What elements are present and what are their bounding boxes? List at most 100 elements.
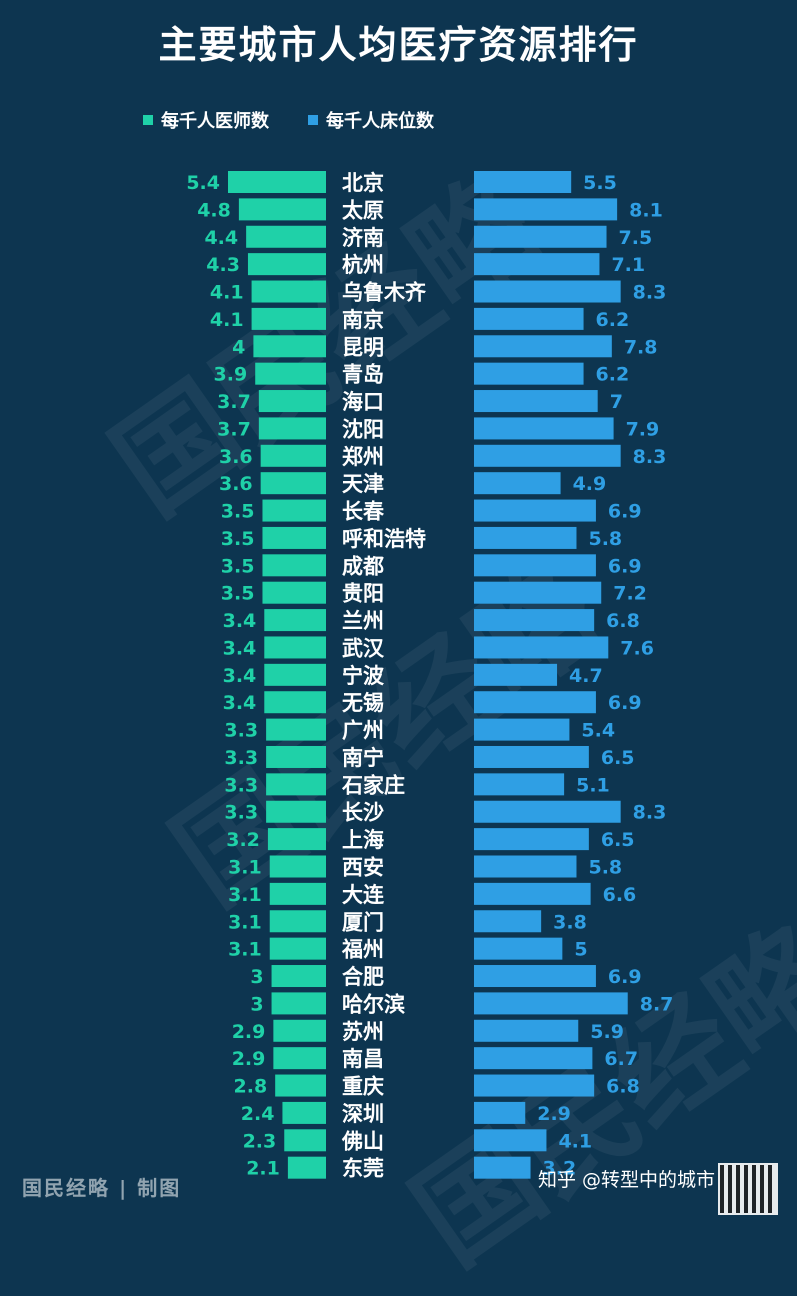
data-label-beds: 5.1 xyxy=(576,774,610,796)
data-label-doctors: 3.3 xyxy=(224,747,258,769)
data-label-beds: 8.7 xyxy=(640,993,674,1015)
bar-beds xyxy=(474,499,596,522)
bar-beds xyxy=(474,965,596,988)
category-label: 兰州 xyxy=(342,609,384,633)
bar-doctors xyxy=(262,499,326,522)
legend-label-beds: 每千人床位数 xyxy=(326,111,434,132)
category-label: 乌鲁木齐 xyxy=(342,281,427,305)
bar-beds xyxy=(474,937,563,960)
bar-doctors xyxy=(264,609,326,632)
bar-doctors xyxy=(271,965,326,988)
data-label-beds: 6.7 xyxy=(604,1048,638,1070)
data-label-doctors: 3.3 xyxy=(224,720,258,742)
bar-beds xyxy=(474,992,628,1015)
legend-swatch-beds xyxy=(308,115,318,125)
bar-beds xyxy=(474,800,621,823)
bar-beds xyxy=(474,1019,579,1042)
data-label-beds: 7.6 xyxy=(620,637,654,659)
bar-doctors xyxy=(262,526,326,549)
bar-beds xyxy=(474,855,577,878)
data-label-beds: 6.9 xyxy=(608,692,642,714)
data-label-doctors: 3 xyxy=(250,993,263,1015)
data-label-beds: 3.2 xyxy=(543,1158,577,1180)
data-label-doctors: 3.5 xyxy=(221,555,255,577)
data-label-doctors: 3.5 xyxy=(221,501,255,523)
data-label-doctors: 4.4 xyxy=(204,227,238,249)
data-label-doctors: 3.4 xyxy=(223,665,257,687)
category-label: 宁波 xyxy=(342,664,385,688)
bar-beds xyxy=(474,773,565,796)
data-label-doctors: 3.4 xyxy=(223,692,257,714)
legend-item-beds: 每千人床位数 xyxy=(308,107,434,133)
bar-doctors xyxy=(253,335,326,358)
bar-beds xyxy=(474,362,584,385)
data-label-beds: 6.2 xyxy=(596,364,630,386)
bar-doctors xyxy=(271,992,326,1015)
bar-doctors xyxy=(273,1019,326,1042)
category-label: 天津 xyxy=(342,472,384,496)
data-label-beds: 6.9 xyxy=(608,966,642,988)
category-label: 佛山 xyxy=(341,1129,384,1153)
bar-beds xyxy=(474,745,589,768)
data-label-doctors: 3.6 xyxy=(219,473,253,495)
category-label: 青岛 xyxy=(342,363,384,387)
bar-beds xyxy=(474,581,602,604)
bar-beds xyxy=(474,1047,593,1070)
bar-doctors xyxy=(266,773,326,796)
data-label-beds: 7.9 xyxy=(626,418,660,440)
legend-label-doctors: 每千人医师数 xyxy=(161,111,269,132)
bar-beds xyxy=(474,1101,526,1124)
data-label-beds: 6.9 xyxy=(608,555,642,577)
data-label-beds: 8.1 xyxy=(629,199,663,221)
bar-doctors xyxy=(258,417,326,440)
bar-doctors xyxy=(275,1074,326,1097)
bar-beds xyxy=(474,1156,531,1179)
bar-doctors xyxy=(282,1101,326,1124)
data-label-doctors: 3.1 xyxy=(228,939,262,961)
category-label: 哈尔滨 xyxy=(342,992,405,1016)
data-label-doctors: 2.8 xyxy=(234,1076,268,1098)
data-label-beds: 7.8 xyxy=(624,336,658,358)
data-label-doctors: 3.6 xyxy=(219,446,253,468)
data-label-doctors: 3.2 xyxy=(226,829,260,851)
category-label: 济南 xyxy=(342,226,384,250)
bar-beds xyxy=(474,636,609,659)
data-label-doctors: 4.1 xyxy=(210,282,244,304)
data-label-beds: 5.9 xyxy=(590,1021,624,1043)
category-label: 成都 xyxy=(342,554,384,578)
bar-beds xyxy=(474,171,572,193)
category-label: 福州 xyxy=(341,938,384,962)
bar-beds xyxy=(474,307,584,330)
legend-item-doctors: 每千人医师数 xyxy=(143,107,269,133)
data-label-beds: 5.8 xyxy=(588,528,622,550)
bar-doctors xyxy=(273,1047,326,1070)
data-label-beds: 4.1 xyxy=(558,1130,592,1152)
data-label-doctors: 3.4 xyxy=(223,610,257,632)
bar-doctors xyxy=(266,800,326,823)
bar-beds xyxy=(474,910,542,933)
data-label-beds: 6.6 xyxy=(603,884,637,906)
bar-beds xyxy=(474,253,600,276)
data-label-beds: 6.8 xyxy=(606,610,640,632)
bar-doctors xyxy=(269,937,326,960)
bar-beds xyxy=(474,691,596,714)
bar-beds xyxy=(474,526,577,549)
data-label-doctors: 3.5 xyxy=(221,583,255,605)
data-label-doctors: 3.9 xyxy=(214,364,248,386)
bar-doctors xyxy=(269,855,326,878)
category-label: 贵阳 xyxy=(342,582,384,606)
data-label-beds: 3.8 xyxy=(553,911,587,933)
bar-doctors xyxy=(264,691,326,714)
bar-doctors xyxy=(266,718,326,741)
data-label-doctors: 3.5 xyxy=(221,528,255,550)
qr-code-icon xyxy=(718,1163,778,1215)
bar-doctors xyxy=(260,444,326,467)
bar-beds xyxy=(474,663,558,686)
data-label-beds: 7 xyxy=(610,391,623,413)
bar-beds xyxy=(474,472,561,495)
data-label-doctors: 2.9 xyxy=(232,1021,266,1043)
category-label: 上海 xyxy=(342,828,384,852)
data-label-doctors: 4.3 xyxy=(206,254,240,276)
category-label: 北京 xyxy=(342,171,384,195)
bar-doctors xyxy=(262,581,326,604)
